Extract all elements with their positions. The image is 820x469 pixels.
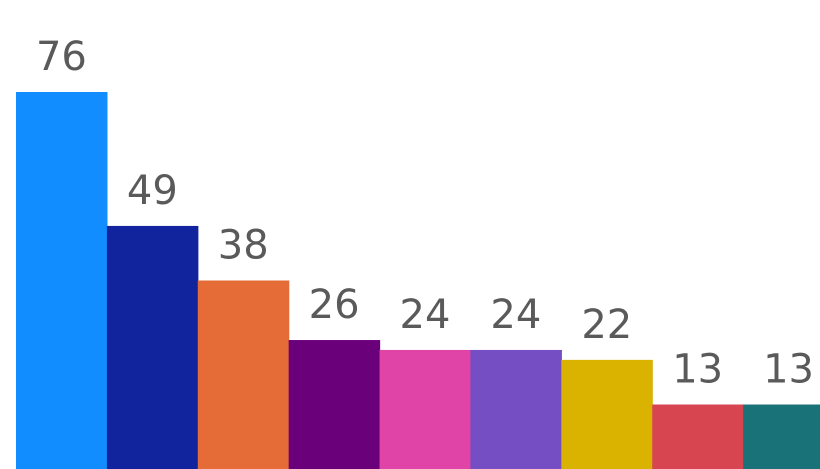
data-labels-group: 76 49 38 26 24 24 22 13 13 xyxy=(36,34,814,393)
bar-value-label-3: 38 xyxy=(218,223,269,269)
bar-9 xyxy=(743,404,820,469)
bar-value-label-4: 26 xyxy=(309,282,360,328)
bar-value-label-5: 24 xyxy=(400,292,451,338)
bar-3 xyxy=(197,280,290,469)
bar-value-label-7: 22 xyxy=(581,302,632,348)
bar-6 xyxy=(470,349,562,469)
bar-value-label-9: 13 xyxy=(763,347,814,393)
bar-2 xyxy=(106,225,199,469)
bar-5 xyxy=(379,349,472,469)
bar-7 xyxy=(561,359,653,469)
bar-value-label-1: 76 xyxy=(36,34,87,80)
bar-4 xyxy=(288,340,381,469)
bar-value-label-6: 24 xyxy=(490,292,541,338)
bar-1 xyxy=(16,92,108,469)
bars-group xyxy=(16,92,820,469)
bar-value-label-2: 49 xyxy=(127,168,178,214)
bar-8 xyxy=(652,404,744,469)
bar-value-label-8: 13 xyxy=(672,347,723,393)
